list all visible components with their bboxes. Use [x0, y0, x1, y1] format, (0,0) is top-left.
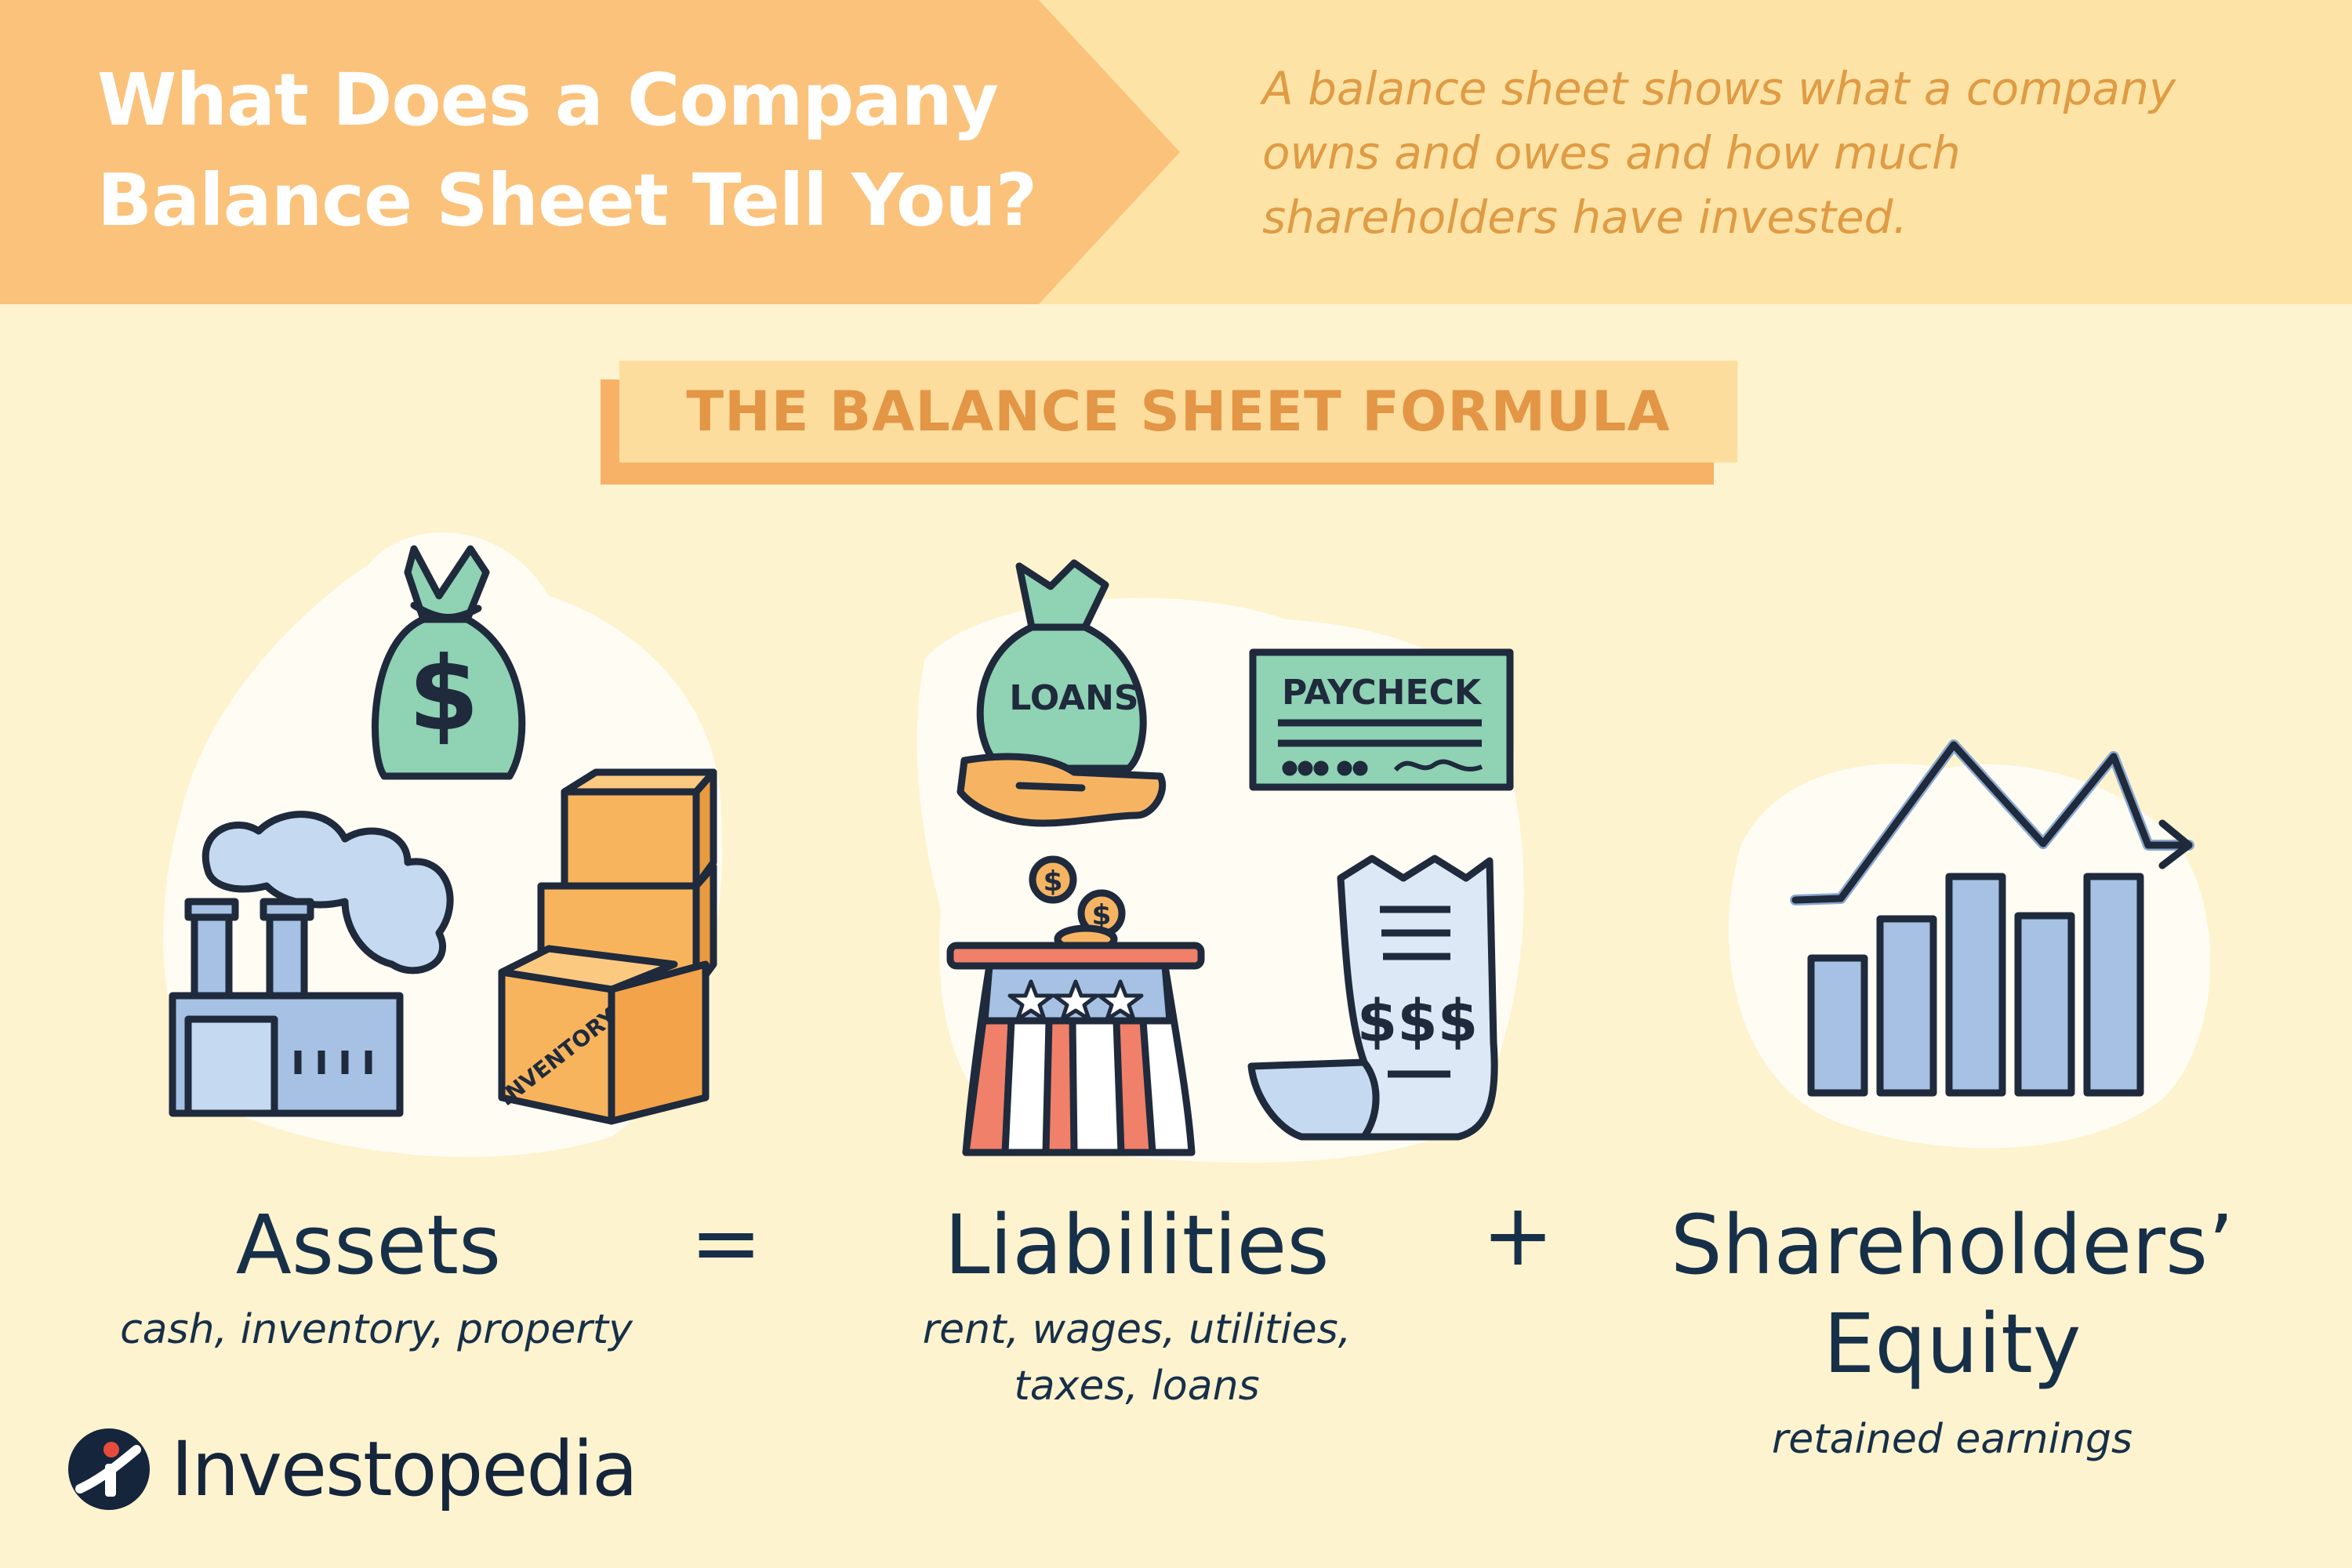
subtitle-line-3: shareholders have invested.	[1262, 191, 1907, 244]
formula-banner: THE BALANCE SHEET FORMULA	[619, 361, 1737, 463]
header-arrow-shape	[0, 0, 1180, 304]
formula-banner-label: THE BALANCE SHEET FORMULA	[686, 379, 1671, 444]
assets-label: Assets	[235, 1197, 502, 1293]
coin-1-symbol: $	[1043, 866, 1062, 898]
money-bag-symbol: $	[408, 634, 479, 753]
factory-icon	[169, 811, 454, 1117]
boxes-icon: INVENTORY	[494, 768, 717, 1125]
top-hat-icon: $ $	[946, 855, 1205, 1156]
money-bag-icon: $	[372, 545, 526, 780]
liabilities-examples-line-2: taxes, loans	[1014, 1363, 1260, 1410]
investopedia-logo: Investopedia	[66, 1422, 638, 1516]
assets-examples: cash, inventory, property	[120, 1306, 633, 1353]
equity-label-line-2: Equity	[1823, 1296, 2082, 1392]
growth-chart-icon	[1790, 739, 2194, 1097]
liabilities-examples: rent, wages, utilities, taxes, loans	[862, 1301, 1411, 1414]
subtitle-line-1: A balance sheet shows what a company	[1262, 62, 2176, 115]
loans-label: LOANS	[1009, 678, 1138, 718]
equity-label: Shareholders’ Equity	[1654, 1196, 2250, 1393]
liabilities-label: Liabilities	[944, 1197, 1330, 1293]
receipt-icon: $$$	[1247, 855, 1498, 1141]
liabilities-examples-line-1: rent, wages, utilities,	[922, 1306, 1352, 1353]
paycheck-label: PAYCHECK	[1282, 673, 1483, 713]
coin-1	[1029, 855, 1077, 904]
equals-sign: =	[690, 1192, 763, 1293]
title-line-2: Balance Sheet Tell You?	[97, 158, 1037, 242]
equity-examples: retained earnings	[1771, 1416, 2133, 1463]
subtitle-line-2: owns and owes and how much	[1262, 126, 1961, 180]
receipt-label: $$$	[1357, 988, 1478, 1055]
page-title: What Does a Company Balance Sheet Tell Y…	[97, 50, 1038, 251]
plus-sign: +	[1482, 1185, 1555, 1285]
paycheck-icon: PAYCHECK	[1249, 648, 1514, 791]
equity-label-line-1: Shareholders’	[1670, 1197, 2234, 1293]
title-line-1: What Does a Company	[97, 58, 999, 142]
loan-bag-icon: LOANS	[956, 559, 1167, 827]
investopedia-logo-icon	[68, 1428, 150, 1510]
page-subtitle: A balance sheet shows what a company own…	[1262, 56, 2242, 249]
investopedia-wordmark: Investopedia	[171, 1425, 638, 1513]
